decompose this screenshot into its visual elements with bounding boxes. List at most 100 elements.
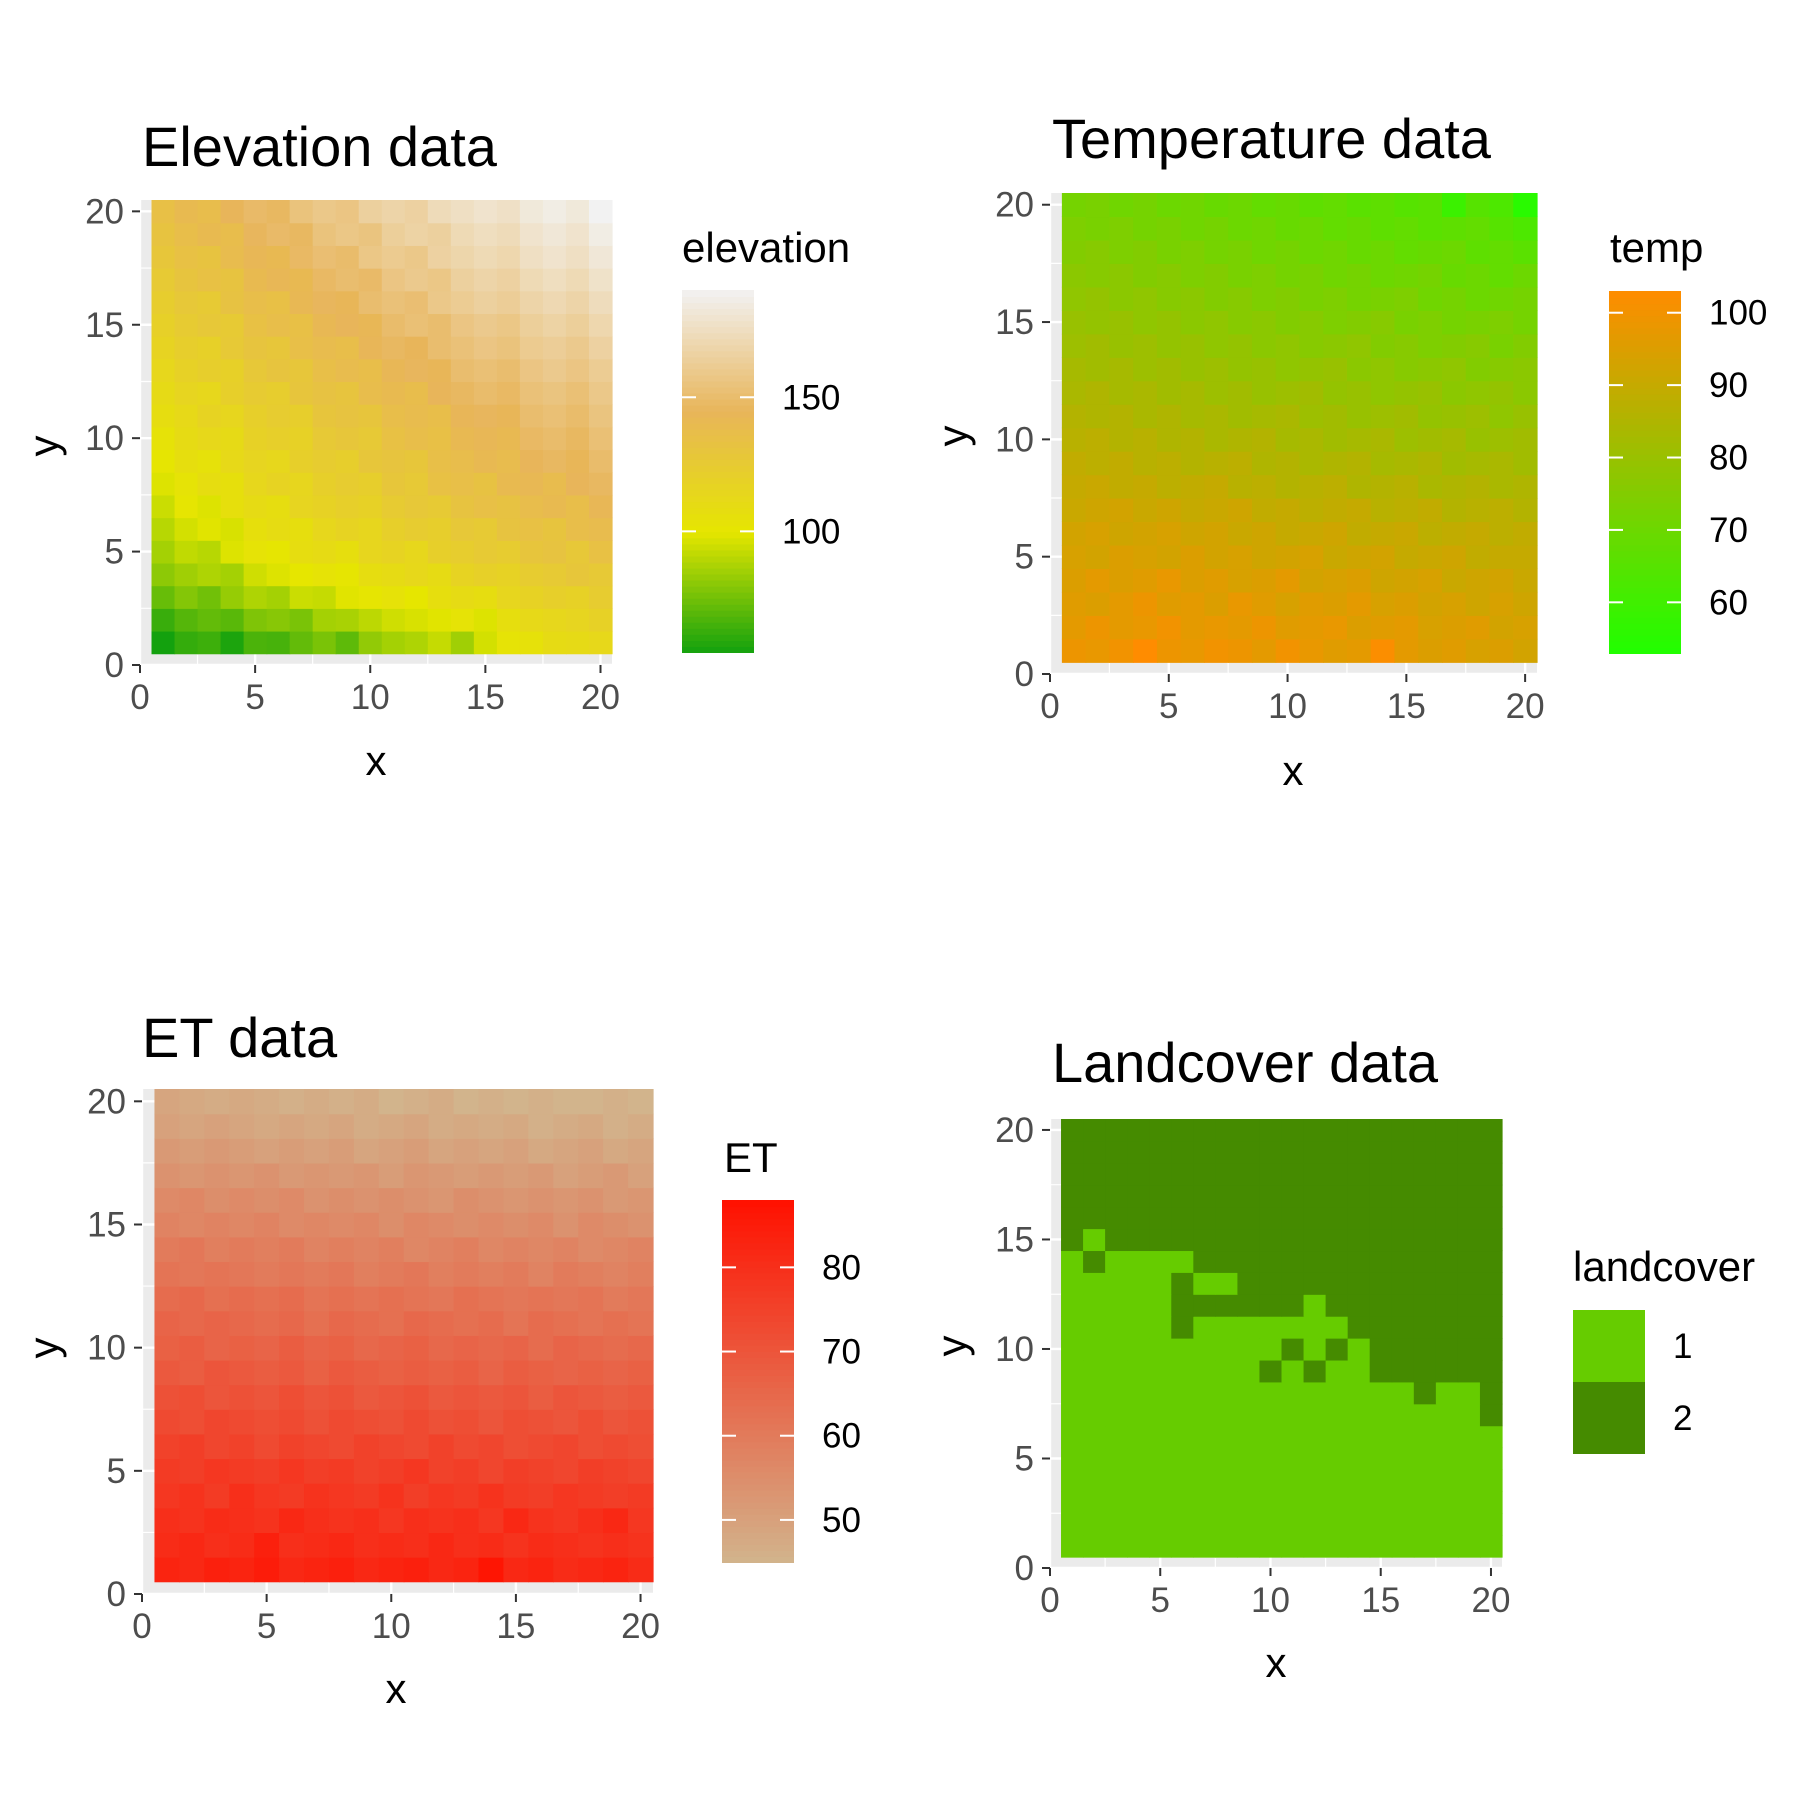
- heatmap-cell: [1391, 1119, 1415, 1142]
- heatmap-cell: [1171, 1425, 1194, 1449]
- heatmap-cell: [588, 494, 613, 519]
- heatmap-cell: [151, 472, 176, 496]
- heatmap-cell: [229, 1236, 255, 1263]
- heatmap-cell: [289, 494, 314, 519]
- heatmap-cell: [220, 449, 245, 473]
- heatmap-cell: [353, 1187, 380, 1213]
- heatmap-cell: [1193, 1425, 1216, 1449]
- colorbar-segment: [682, 477, 754, 485]
- heatmap-cell: [453, 1433, 480, 1460]
- heatmap-cell: [1347, 1403, 1371, 1427]
- heatmap-cell: [1479, 1184, 1503, 1208]
- heatmap-cell: [1215, 1447, 1239, 1471]
- colorbar-label: 80: [1709, 439, 1748, 478]
- heatmap-cell: [1346, 521, 1372, 546]
- heatmap-cell: [304, 1359, 330, 1386]
- heatmap-cell: [1228, 333, 1253, 358]
- y-tick-label: 10: [995, 1330, 1034, 1369]
- x-tick-label: 20: [621, 1607, 660, 1646]
- heatmap-cell: [254, 1089, 280, 1115]
- heatmap-cell: [378, 1113, 405, 1139]
- heatmap-cell: [1228, 615, 1253, 640]
- heatmap-cell: [243, 245, 268, 269]
- colorbar-segment: [722, 1224, 794, 1232]
- heatmap-cell: [450, 540, 475, 564]
- heatmap-cell: [1061, 333, 1087, 358]
- heatmap-cell: [1237, 1469, 1261, 1492]
- heatmap-cell: [254, 1236, 280, 1263]
- heatmap-cell: [1156, 333, 1182, 358]
- heatmap-cell: [478, 1089, 505, 1115]
- heatmap-cell: [1394, 568, 1419, 593]
- colorbar-segment: [682, 603, 754, 611]
- heatmap-cell: [478, 1236, 505, 1263]
- heatmap-cell: [179, 1261, 205, 1287]
- heatmap-cell: [378, 1458, 405, 1484]
- y-tick-label: 10: [85, 419, 124, 458]
- heatmap-cell: [496, 494, 521, 519]
- heatmap-cell: [1251, 404, 1277, 429]
- heatmap-cell: [279, 1310, 305, 1336]
- heatmap-cell: [450, 517, 475, 541]
- heatmap-cell: [1370, 216, 1396, 241]
- colorbar-segment: [682, 549, 754, 557]
- heatmap-cell: [496, 313, 521, 337]
- heatmap-cell: [353, 1236, 380, 1263]
- heatmap-cell: [358, 562, 383, 587]
- heatmap-cell: [254, 1261, 280, 1287]
- colorbar-segment: [1609, 556, 1681, 564]
- heatmap-cell: [1251, 427, 1277, 452]
- heatmap-cell: [1215, 1535, 1239, 1558]
- heatmap-cell: [1156, 286, 1182, 311]
- colorbar-segment: [1609, 574, 1681, 582]
- heatmap-cell: [453, 1261, 480, 1287]
- heatmap-cell: [588, 336, 613, 360]
- heatmap-cell: [1489, 427, 1514, 452]
- heatmap-cell: [1347, 1535, 1371, 1558]
- heatmap-cell: [1204, 216, 1229, 241]
- heatmap-cell: [428, 1310, 455, 1336]
- heatmap-cell: [266, 562, 291, 587]
- heatmap-cell: [1346, 333, 1372, 358]
- heatmap-cell: [1149, 1469, 1172, 1492]
- colorbar-segment: [1609, 423, 1681, 431]
- heatmap-cell: [1180, 286, 1206, 311]
- heatmap-cell: [1127, 1513, 1150, 1536]
- heatmap-cell: [1513, 498, 1538, 523]
- heatmap-cell: [1281, 1447, 1305, 1471]
- heatmap-cell: [353, 1557, 380, 1583]
- heatmap-cell: [403, 1458, 430, 1484]
- y-tick-label: 20: [87, 1082, 126, 1121]
- heatmap-cell: [403, 1483, 430, 1509]
- colorbar-segment: [1609, 291, 1681, 299]
- heatmap-cell: [1149, 1206, 1172, 1230]
- heatmap-cell: [1228, 193, 1253, 218]
- heatmap-cell: [279, 1089, 305, 1115]
- heatmap-cell: [1369, 1425, 1393, 1449]
- colorbar-segment: [1609, 586, 1681, 594]
- heatmap-cell: [1489, 193, 1514, 218]
- heatmap-cell: [1513, 474, 1538, 499]
- heatmap-cell: [174, 381, 199, 405]
- heatmap-cell: [1127, 1250, 1150, 1273]
- heatmap-cell: [1370, 591, 1396, 616]
- heatmap-cell: [1133, 591, 1158, 616]
- heatmap-cell: [1418, 239, 1443, 264]
- colorbar-segment: [1609, 514, 1681, 522]
- heatmap-cell: [197, 290, 222, 315]
- heatmap-cell: [578, 1335, 604, 1361]
- y-tick-label: 15: [85, 306, 124, 345]
- heatmap-cell: [243, 336, 268, 360]
- colorbar-segment: [1609, 345, 1681, 353]
- heatmap-cell: [1133, 310, 1158, 335]
- heatmap-cell: [603, 1162, 629, 1189]
- heatmap-cell: [528, 1433, 554, 1460]
- heatmap-cell: [381, 200, 406, 224]
- x-tick-label: 10: [372, 1607, 411, 1646]
- heatmap-cell: [428, 1409, 455, 1435]
- heatmap-cell: [519, 494, 544, 519]
- heatmap-cell: [1228, 310, 1253, 335]
- heatmap-cell: [1418, 263, 1443, 288]
- heatmap-cell: [229, 1138, 255, 1164]
- heatmap-cell: [335, 358, 360, 383]
